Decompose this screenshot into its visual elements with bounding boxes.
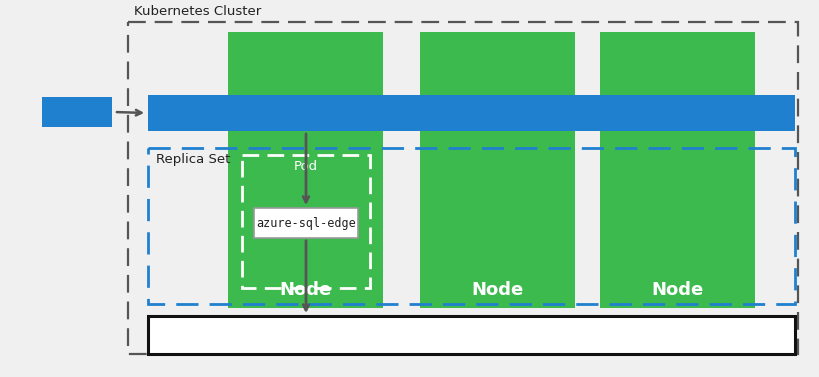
Bar: [228, 130, 382, 308]
Bar: [254, 208, 358, 238]
Text: Replica Set: Replica Set: [156, 153, 230, 167]
Text: Kubernetes Cluster: Kubernetes Cluster: [133, 5, 261, 18]
Bar: [42, 97, 112, 127]
Bar: [419, 32, 574, 97]
Bar: [600, 130, 754, 308]
Bar: [147, 95, 794, 131]
Bar: [228, 32, 382, 97]
Bar: [419, 130, 574, 308]
Bar: [242, 155, 369, 288]
Text: Pod: Pod: [293, 161, 318, 173]
Text: Persistent Volume: Persistent Volume: [165, 326, 337, 344]
Text: Node: Node: [471, 281, 523, 299]
Text: Node: Node: [279, 281, 331, 299]
Text: Apps: Apps: [61, 106, 93, 118]
Text: azure-sql-edge: azure-sql-edge: [256, 216, 355, 230]
Text: Node: Node: [650, 281, 703, 299]
Bar: [600, 32, 754, 97]
Bar: [128, 22, 797, 354]
Bar: [147, 148, 794, 304]
Text: Service: Service: [162, 106, 219, 121]
Bar: [147, 316, 794, 354]
